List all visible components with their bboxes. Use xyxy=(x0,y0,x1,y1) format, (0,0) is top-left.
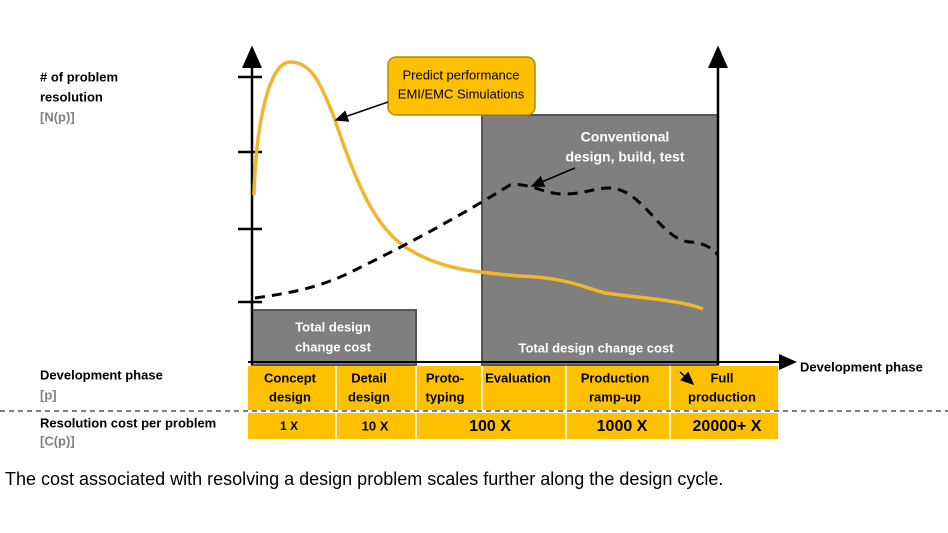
y-axis-symbol: [N(p)] xyxy=(40,109,75,124)
phase-label: design xyxy=(269,389,311,404)
x-axis-label: Development phase xyxy=(800,359,923,374)
small-box-label: change cost xyxy=(295,339,372,354)
callout-box xyxy=(387,56,536,116)
phase-label: Concept xyxy=(264,370,317,385)
y-ticks xyxy=(238,75,262,304)
conventional-curve xyxy=(254,183,720,300)
y-axis-label: # of problem xyxy=(40,69,118,84)
caption: The cost associated with resolving a des… xyxy=(5,469,723,489)
phase-label: production xyxy=(688,389,756,404)
callout-arrow xyxy=(334,101,389,122)
cost-label: 10 X xyxy=(362,418,389,433)
small-box-label: Total design xyxy=(295,319,371,334)
cost-label: 100 X xyxy=(469,418,511,435)
y-axis-label: resolution xyxy=(40,89,103,104)
cost-label: 20000+ X xyxy=(693,418,762,435)
small-box xyxy=(251,309,417,366)
phase-label: Evaluation xyxy=(485,370,551,385)
phase-label: ramp-up xyxy=(589,389,641,404)
phase-label: design xyxy=(348,389,390,404)
phase-label: Proto- xyxy=(426,370,464,385)
row-symbol: [p] xyxy=(40,387,57,402)
row-label: Development phase xyxy=(40,367,163,382)
callout-text: Predict performance xyxy=(402,67,519,82)
row-dividers xyxy=(335,366,671,439)
row-symbol: [C(p)] xyxy=(40,433,75,448)
full-arrow xyxy=(679,371,695,386)
phase-label: Production xyxy=(581,370,650,385)
cost-label: 1 X xyxy=(280,419,298,433)
big-box xyxy=(481,114,719,366)
conventional-text: Conventional xyxy=(581,129,670,145)
conventional-arrow xyxy=(530,167,576,187)
big-box-label: Total design change cost xyxy=(518,340,674,355)
row-label: Resolution cost per problem xyxy=(40,415,216,430)
phase-label: Detail xyxy=(351,370,386,385)
cost-label: 1000 X xyxy=(597,418,648,435)
phase-label: Full xyxy=(710,370,733,385)
phase-label: typing xyxy=(426,389,465,404)
conventional-text: design, build, test xyxy=(565,149,684,165)
callout-text: EMI/EMC Simulations xyxy=(398,86,525,101)
